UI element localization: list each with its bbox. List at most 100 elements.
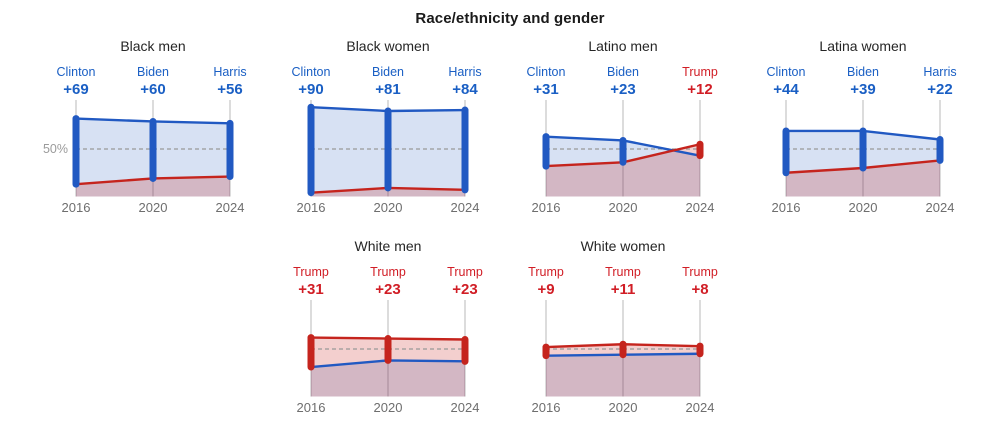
margin-value: +69: [63, 81, 89, 98]
margin-value: +9: [537, 281, 555, 298]
chart-plot: 2016 2020 2024: [532, 300, 714, 415]
candidate-name: Clinton: [766, 65, 806, 79]
candidate-name: Trump: [447, 265, 483, 279]
small-multiple-latina-women: Latina women Clinton +44 Biden +39 Harris +22 2…: [750, 38, 957, 222]
annotation-2024: Trump +8: [664, 264, 736, 300]
annotation-2020: Trump +11: [587, 264, 659, 300]
rep-area-fill: [786, 160, 940, 197]
year-label: 2024: [686, 400, 715, 415]
chart-title: White men: [354, 238, 422, 254]
annotation-2016: Clinton +31: [510, 64, 582, 100]
rep-area-fill: [546, 344, 700, 397]
annotation-2024: Harris +22: [904, 64, 976, 100]
candidate-name: Harris: [923, 65, 957, 79]
candidate-annotations: Clinton +69 Biden +60 Harris +56: [40, 64, 266, 100]
margin-value: +44: [773, 81, 799, 98]
annotation-2024: Trump +23: [429, 264, 501, 300]
candidate-name: Clinton: [291, 65, 331, 79]
dem-area-fill: [311, 360, 465, 397]
candidate-annotations: Trump +9 Trump +11 Trump +8: [510, 264, 736, 300]
candidate-name: Harris: [213, 65, 247, 79]
candidate-name: Trump: [605, 265, 641, 279]
annotation-2020: Biden +23: [587, 64, 659, 100]
chart-title: Black women: [346, 38, 430, 54]
candidate-name: Trump: [293, 265, 329, 279]
rep-area-fill: [546, 144, 700, 197]
year-label: 2024: [451, 200, 480, 215]
candidate-name: Clinton: [526, 65, 566, 79]
year-label: 2016: [532, 400, 561, 415]
margin-value: +8: [691, 281, 709, 298]
margin-value: +23: [452, 281, 478, 298]
annotation-2016: Clinton +44: [750, 64, 822, 100]
chart-title: Black men: [120, 38, 186, 54]
candidate-name: Trump: [682, 265, 718, 279]
annotation-2020: Biden +60: [117, 64, 189, 100]
small-multiple-white-women: White women Trump +9 Trump +11 Trump +8 2016 202…: [510, 238, 718, 422]
annotation-2016: Trump +9: [510, 264, 582, 300]
year-label: 2016: [532, 200, 561, 215]
margin-value: +60: [140, 81, 166, 98]
chart-title: Latina women: [819, 38, 907, 54]
margin-value: +12: [687, 81, 713, 98]
year-label: 2020: [139, 200, 168, 215]
chart-plot: 2016 2020 2024: [297, 100, 479, 215]
year-label: 2020: [609, 400, 638, 415]
annotation-2020: Biden +81: [352, 64, 424, 100]
candidate-name: Clinton: [56, 65, 96, 79]
candidate-annotations: Clinton +31 Biden +23 Trump +12: [510, 64, 736, 100]
dem-area-fill: [546, 353, 700, 397]
margin-value: +23: [375, 281, 401, 298]
year-label: 2016: [297, 200, 326, 215]
margin-value: +31: [298, 281, 324, 298]
margin-value: +56: [217, 81, 243, 98]
year-label: 2016: [62, 200, 91, 215]
annotation-2020: Biden +39: [827, 64, 899, 100]
candidate-name: Trump: [370, 265, 406, 279]
chart-plot: 2016 2020 2024: [532, 100, 714, 215]
margin-value: +90: [298, 81, 324, 98]
margin-value: +11: [610, 281, 636, 298]
candidate-name: Biden: [847, 65, 879, 79]
year-label: 2024: [451, 400, 480, 415]
year-label: 2020: [374, 200, 403, 215]
chart-plot: 2016 2020 2024: [62, 100, 244, 215]
year-label: 2016: [772, 200, 801, 215]
margin-value: +23: [610, 81, 636, 98]
chart-title: White women: [580, 238, 666, 254]
candidate-name: Trump: [528, 265, 564, 279]
candidate-name: Trump: [682, 65, 718, 79]
annotation-2016: Trump +31: [275, 264, 347, 300]
candidate-name: Biden: [137, 65, 169, 79]
candidate-annotations: Clinton +44 Biden +39 Harris +22: [750, 64, 976, 100]
page-title: Race/ethnicity and gender: [415, 10, 605, 27]
annotation-2020: Trump +23: [352, 264, 424, 300]
chart-plot: 2016 2020 2024: [772, 100, 954, 215]
small-multiple-black-men: Black men Clinton +69 Biden +60 Harris +56 50% 2…: [40, 38, 247, 222]
year-label: 2020: [374, 400, 403, 415]
small-multiple-latino-men: Latino men Clinton +31 Biden +23 Trump +12 2016…: [510, 38, 718, 222]
candidate-annotations: Trump +31 Trump +23 Trump +23: [275, 264, 501, 300]
rep-area-fill: [311, 337, 465, 397]
annotation-2024: Trump +12: [664, 64, 736, 100]
margin-value: +39: [850, 81, 876, 98]
annotation-2024: Harris +84: [429, 64, 501, 100]
margin-value: +84: [452, 81, 478, 98]
annotation-2016: Clinton +69: [40, 64, 112, 100]
dem-area-fill: [546, 136, 700, 197]
chart-title: Latino men: [588, 38, 658, 54]
year-label: 2024: [216, 200, 245, 215]
small-multiple-white-men: White men Trump +31 Trump +23 Trump +23 2016 202…: [275, 238, 483, 422]
margin-value: +31: [533, 81, 559, 98]
candidate-annotations: Clinton +90 Biden +81 Harris +84: [275, 64, 501, 100]
year-label: 2020: [609, 200, 638, 215]
year-label: 2024: [686, 200, 715, 215]
annotation-2024: Harris +56: [194, 64, 266, 100]
chart-plot: 2016 2020 2024: [297, 300, 479, 415]
year-label: 2016: [297, 400, 326, 415]
candidate-name: Biden: [607, 65, 639, 79]
year-label: 2024: [926, 200, 955, 215]
margin-value: +81: [375, 81, 401, 98]
fifty-percent-label: 50%: [42, 142, 68, 156]
candidate-name: Biden: [372, 65, 404, 79]
